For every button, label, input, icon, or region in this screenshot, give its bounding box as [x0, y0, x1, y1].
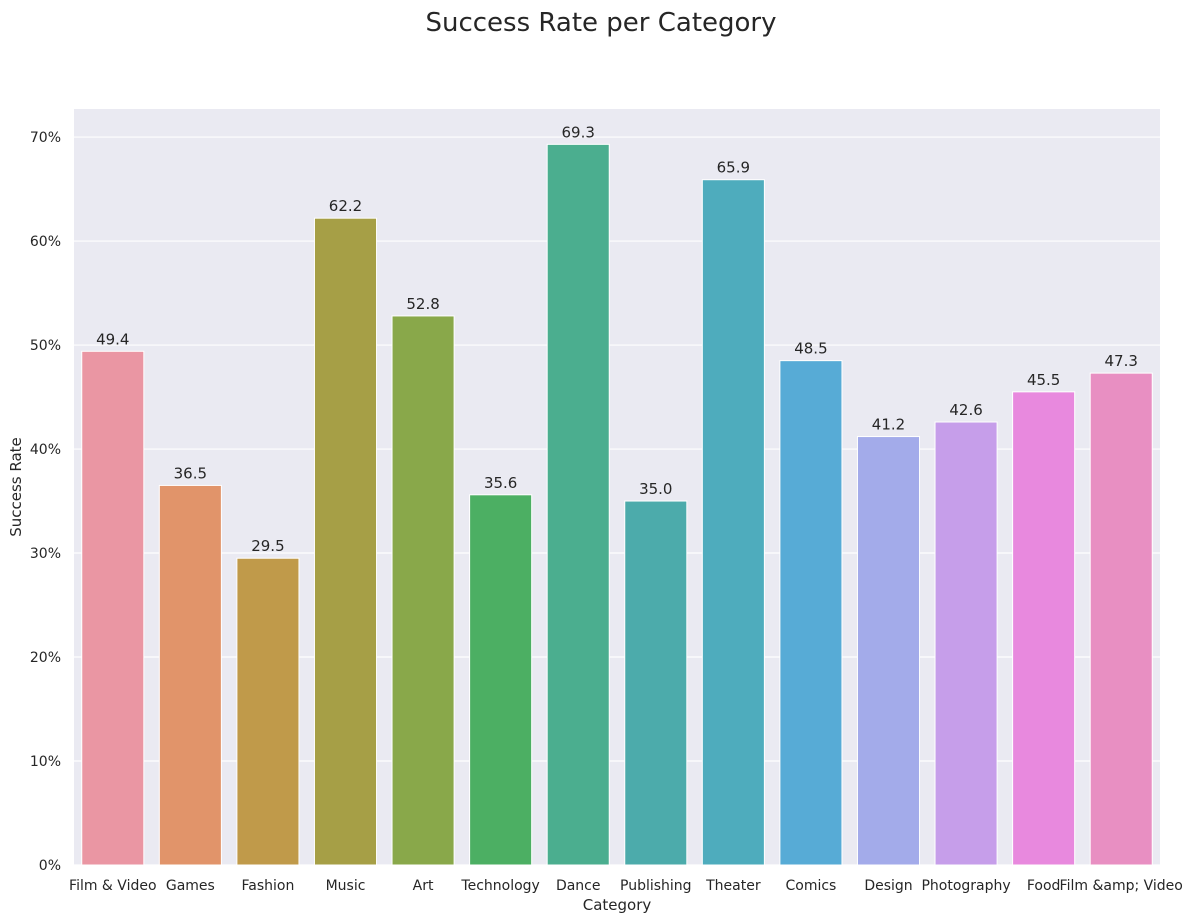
x-tick-label: Design	[864, 878, 912, 894]
x-tick-label: Food	[1027, 878, 1061, 894]
bar	[779, 360, 843, 866]
bar-value-label: 65.9	[717, 159, 750, 177]
bar-value-label: 41.2	[872, 416, 905, 434]
chart-title: Success Rate per Category	[425, 8, 776, 38]
x-tick-label: Theater	[705, 878, 761, 894]
bar	[934, 421, 998, 866]
y-tick-label: 60%	[30, 234, 61, 250]
bar-value-label: 45.5	[1027, 371, 1060, 389]
y-tick-label: 30%	[30, 546, 61, 562]
y-tick-label: 40%	[30, 442, 61, 458]
bar-value-label: 62.2	[329, 197, 362, 215]
bar	[546, 143, 610, 866]
bar	[701, 179, 765, 866]
bar	[158, 484, 222, 866]
y-tick-label: 70%	[30, 130, 61, 146]
y-tick-label: 50%	[30, 338, 61, 354]
bar	[391, 315, 455, 866]
x-axis-title: Category	[583, 896, 652, 914]
y-axis-ticks: 0% 10% 20% 30% 40% 50% 60% 70%	[30, 130, 61, 874]
x-tick-label: Photography	[921, 878, 1010, 894]
bar	[81, 350, 145, 866]
x-tick-label: Publishing	[620, 878, 692, 894]
bar	[856, 436, 921, 866]
y-tick-label: 0%	[39, 858, 61, 874]
bar	[313, 217, 378, 866]
bar	[236, 557, 300, 866]
x-tick-label: Dance	[556, 878, 601, 894]
bar-value-label: 52.8	[406, 295, 439, 313]
x-tick-label: Fashion	[242, 878, 295, 894]
bar-value-label: 49.4	[96, 330, 129, 348]
x-axis-ticks: Film & Video Games Fashion Music Art Technolo…	[69, 878, 1183, 894]
bar-value-label: 35.6	[484, 474, 517, 492]
x-tick-label: Technology	[460, 878, 539, 894]
y-tick-label: 20%	[30, 650, 61, 666]
value-labels: 49.4 36.5 29.5 62.2 52.8 35.6 69.3 35.0 65.9 48.5…	[96, 123, 1138, 555]
bar	[1089, 372, 1153, 866]
x-tick-label: Music	[326, 878, 366, 894]
bar-value-label: 48.5	[794, 340, 827, 358]
y-axis-title: Success Rate	[7, 437, 25, 537]
x-tick-label: Games	[166, 878, 215, 894]
x-tick-label: Art	[413, 878, 434, 894]
x-tick-label: Film &amp; Video	[1060, 878, 1183, 894]
bar-value-label: 35.0	[639, 480, 672, 498]
bar-value-label: 29.5	[251, 537, 284, 555]
bar	[1012, 391, 1076, 866]
y-tick-label: 10%	[30, 754, 61, 770]
bars	[81, 143, 1153, 866]
bar-value-label: 36.5	[174, 464, 207, 482]
bar	[624, 500, 688, 866]
bar-value-label: 47.3	[1105, 352, 1138, 370]
bar	[469, 494, 533, 866]
bar-value-label: 42.6	[949, 401, 982, 419]
bar-value-label: 69.3	[562, 123, 595, 141]
x-tick-label: Film & Video	[69, 878, 157, 894]
x-tick-label: Comics	[785, 878, 836, 894]
